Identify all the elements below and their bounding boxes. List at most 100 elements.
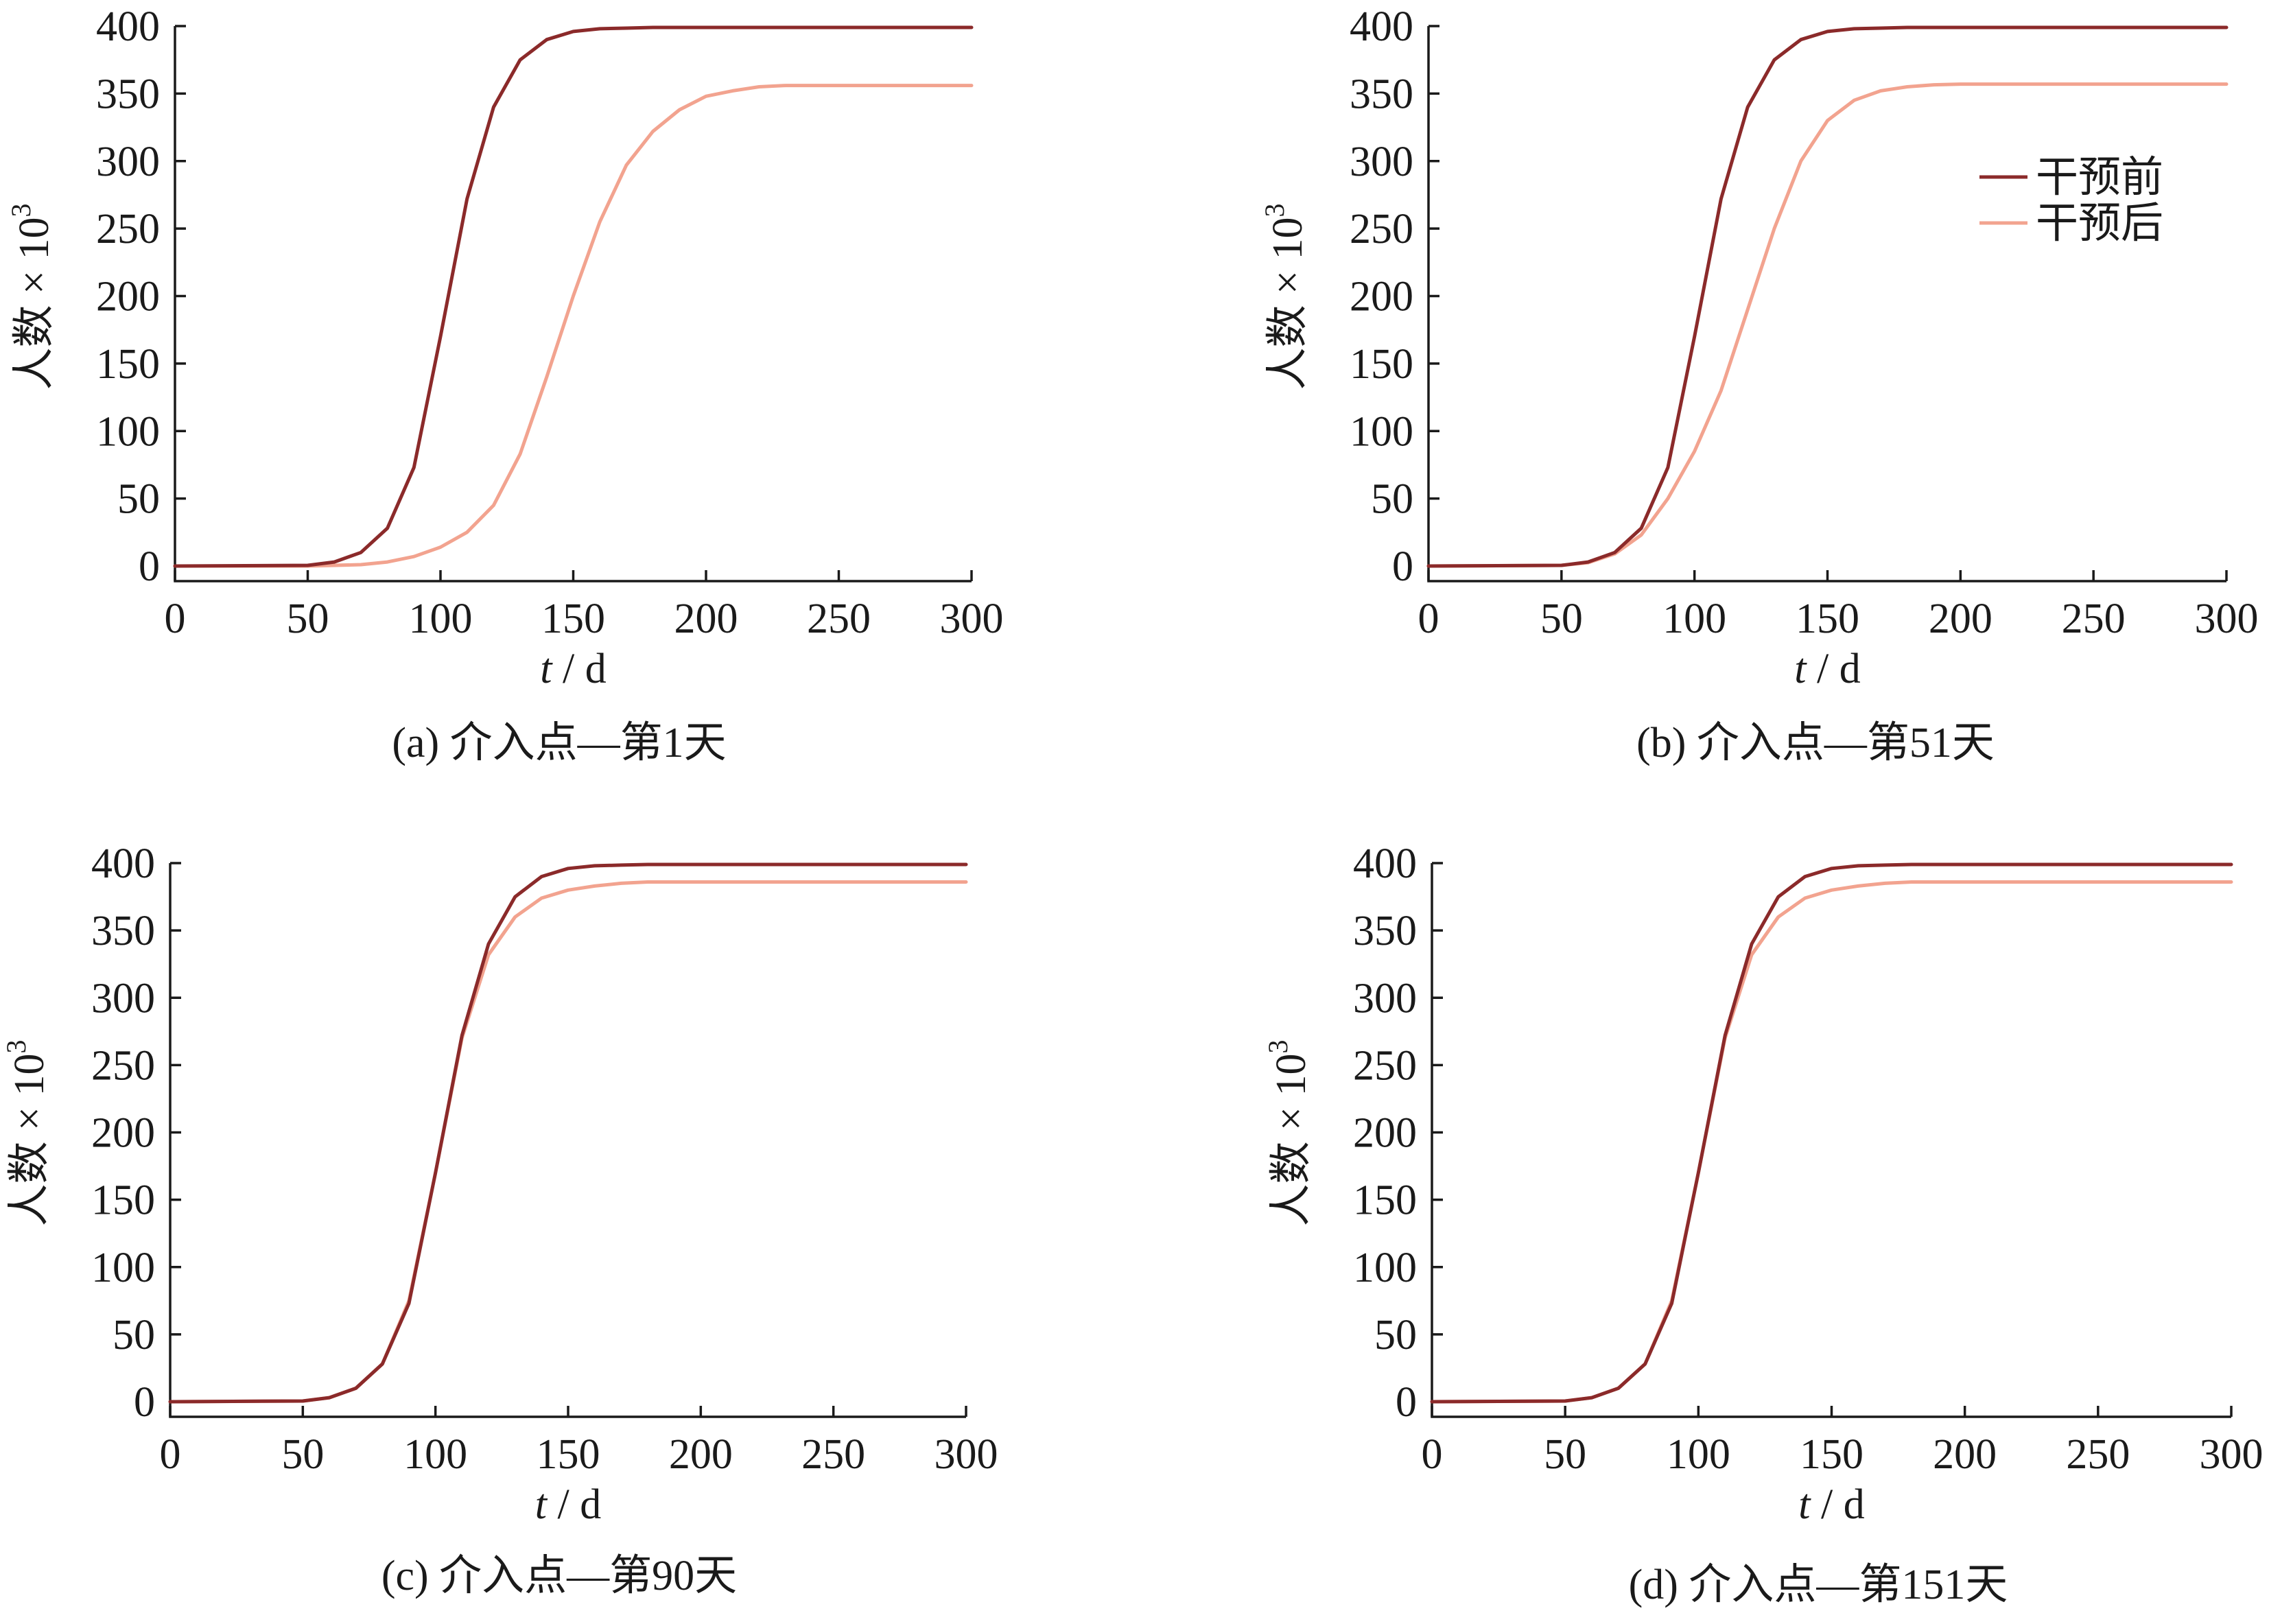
x-axis-label-unit-a: / d	[552, 646, 607, 692]
series-line-after-a	[173, 84, 974, 568]
caption-b: (b) 介入点—第51天	[1636, 720, 1995, 766]
panel-c: 0 50 100 150 200 250 300 350 400 0 50 100 150 200 250 3…	[1, 840, 998, 1599]
caption-d: (d) 介入点—第151天	[1629, 1562, 2008, 1608]
y-tick-label-c-0: 0	[134, 1379, 155, 1426]
x-tick-label-b-50: 50	[1540, 596, 1583, 642]
series-line-before-d	[1430, 862, 2233, 1404]
series-line-before-b	[1426, 25, 2229, 568]
y-axis-label-main-b: 人数 × 10	[1265, 217, 1311, 390]
y-tick-label-b-150: 150	[1350, 341, 1413, 388]
y-tick-label-b-200: 200	[1350, 274, 1413, 320]
axes-frame-b	[1427, 26, 2226, 582]
x-tick-label-a-300: 300	[940, 596, 1004, 642]
series-line-before-c	[168, 862, 968, 1404]
x-tick-label-a-0: 0	[165, 596, 186, 642]
y-axis-label-sup-b: 3	[1259, 204, 1290, 217]
x-tick-label-c-200: 200	[669, 1431, 733, 1478]
y-axis-label-a: 人数 × 103	[5, 204, 58, 390]
y-tick-label-d-350: 350	[1353, 908, 1417, 954]
y-tick-label-d-0: 0	[1396, 1379, 1417, 1426]
panel-b: 0 50 100 150 200 250 300 350 400 0 50 100 150 200 250 3…	[1259, 3, 2259, 766]
series-line-before-a	[173, 25, 974, 568]
x-tick-label-d-250: 250	[2066, 1431, 2130, 1478]
y-tick-label-a-300: 300	[96, 139, 160, 185]
axes-frame-c	[169, 863, 966, 1418]
x-tick-label-c-250: 250	[801, 1431, 865, 1478]
x-tick-label-c-0: 0	[160, 1431, 181, 1478]
x-tick-label-d-200: 200	[1933, 1431, 1997, 1478]
y-tick-label-d-100: 100	[1353, 1245, 1417, 1291]
panel-a: 0 50 100 150 200 250 300 350 400 0 50 100 150 200 250 3…	[5, 3, 1004, 766]
x-axis-label-unit-c: / d	[547, 1481, 601, 1528]
y-tick-label-a-350: 350	[96, 71, 160, 117]
x-axis-label-c: t / d	[535, 1481, 601, 1528]
y-axis-label-sup-a: 3	[5, 204, 36, 217]
panel-d: 0 50 100 150 200 250 300 350 400 0 50 100 150 200 250 3…	[1262, 840, 2264, 1608]
y-tick-label-b-350: 350	[1350, 71, 1413, 117]
y-tick-label-b-400: 400	[1350, 3, 1413, 50]
x-tick-label-b-300: 300	[2195, 596, 2259, 642]
x-tick-label-c-300: 300	[934, 1431, 998, 1478]
x-tick-label-d-100: 100	[1667, 1431, 1730, 1478]
axes-frame-d	[1431, 863, 2231, 1418]
x-tick-label-d-50: 50	[1544, 1431, 1586, 1478]
y-tick-label-b-250: 250	[1350, 206, 1413, 252]
x-tick-label-d-300: 300	[2200, 1431, 2264, 1478]
x-tick-label-b-250: 250	[2062, 596, 2126, 642]
y-tick-label-a-150: 150	[96, 341, 160, 388]
y-tick-label-c-300: 300	[91, 975, 155, 1022]
y-tick-label-a-0: 0	[139, 543, 160, 590]
x-axis-label-unit-b: / d	[1807, 646, 1861, 692]
series-line-after-c	[168, 880, 968, 1404]
y-tick-label-d-200: 200	[1353, 1110, 1417, 1157]
y-tick-label-c-150: 150	[91, 1177, 155, 1224]
legend-label-after: 干预后	[2036, 200, 2163, 247]
caption-c: (c) 介入点—第90天	[381, 1553, 737, 1599]
caption-a: (a) 介入点—第1天	[392, 720, 726, 766]
y-axis-label-b: 人数 × 103	[1259, 204, 1311, 390]
y-tick-label-d-50: 50	[1374, 1312, 1417, 1358]
y-tick-label-b-0: 0	[1392, 543, 1413, 590]
y-tick-label-d-300: 300	[1353, 975, 1417, 1022]
x-tick-label-c-100: 100	[403, 1431, 467, 1478]
y-axis-label-sup-d: 3	[1262, 1040, 1293, 1054]
y-tick-label-a-250: 250	[96, 206, 160, 252]
x-tick-label-d-0: 0	[1422, 1431, 1443, 1478]
x-tick-label-b-0: 0	[1418, 596, 1439, 642]
x-tick-label-c-50: 50	[281, 1431, 324, 1478]
y-axis-label-d: 人数 × 103	[1262, 1040, 1315, 1227]
y-tick-label-b-300: 300	[1350, 139, 1413, 185]
axes-frame-a	[174, 26, 972, 582]
y-tick-label-c-250: 250	[91, 1042, 155, 1089]
y-tick-label-c-350: 350	[91, 908, 155, 954]
x-axis-label-d: t / d	[1798, 1481, 1864, 1528]
x-tick-label-c-150: 150	[537, 1431, 600, 1478]
x-axis-label-var-c: t	[535, 1481, 548, 1528]
y-tick-label-c-400: 400	[91, 840, 155, 887]
y-tick-label-a-100: 100	[96, 408, 160, 455]
y-tick-label-b-50: 50	[1371, 476, 1413, 523]
x-tick-label-a-200: 200	[674, 596, 738, 642]
x-axis-label-var-d: t	[1798, 1481, 1811, 1528]
x-tick-label-a-250: 250	[807, 596, 871, 642]
x-axis-label-unit-d: / d	[1811, 1481, 1865, 1528]
y-tick-label-c-200: 200	[91, 1110, 155, 1157]
x-axis-label-b: t / d	[1794, 646, 1860, 692]
y-tick-label-a-200: 200	[96, 274, 160, 320]
x-tick-label-a-150: 150	[541, 596, 605, 642]
x-tick-label-b-150: 150	[1796, 596, 1859, 642]
series-line-after-d	[1430, 880, 2233, 1404]
y-tick-label-a-400: 400	[96, 3, 160, 50]
x-tick-label-a-50: 50	[287, 596, 329, 642]
y-tick-label-d-150: 150	[1353, 1177, 1417, 1224]
x-axis-label-a: t / d	[540, 646, 606, 692]
y-axis-label-main-a: 人数 × 10	[11, 217, 58, 390]
y-axis-label-c: 人数 × 103	[1, 1040, 53, 1227]
x-tick-label-a-100: 100	[409, 596, 473, 642]
y-tick-label-c-50: 50	[113, 1312, 155, 1358]
y-axis-label-main-c: 人数 × 10	[6, 1054, 53, 1227]
y-tick-label-d-250: 250	[1353, 1042, 1417, 1089]
x-tick-label-b-100: 100	[1662, 596, 1726, 642]
